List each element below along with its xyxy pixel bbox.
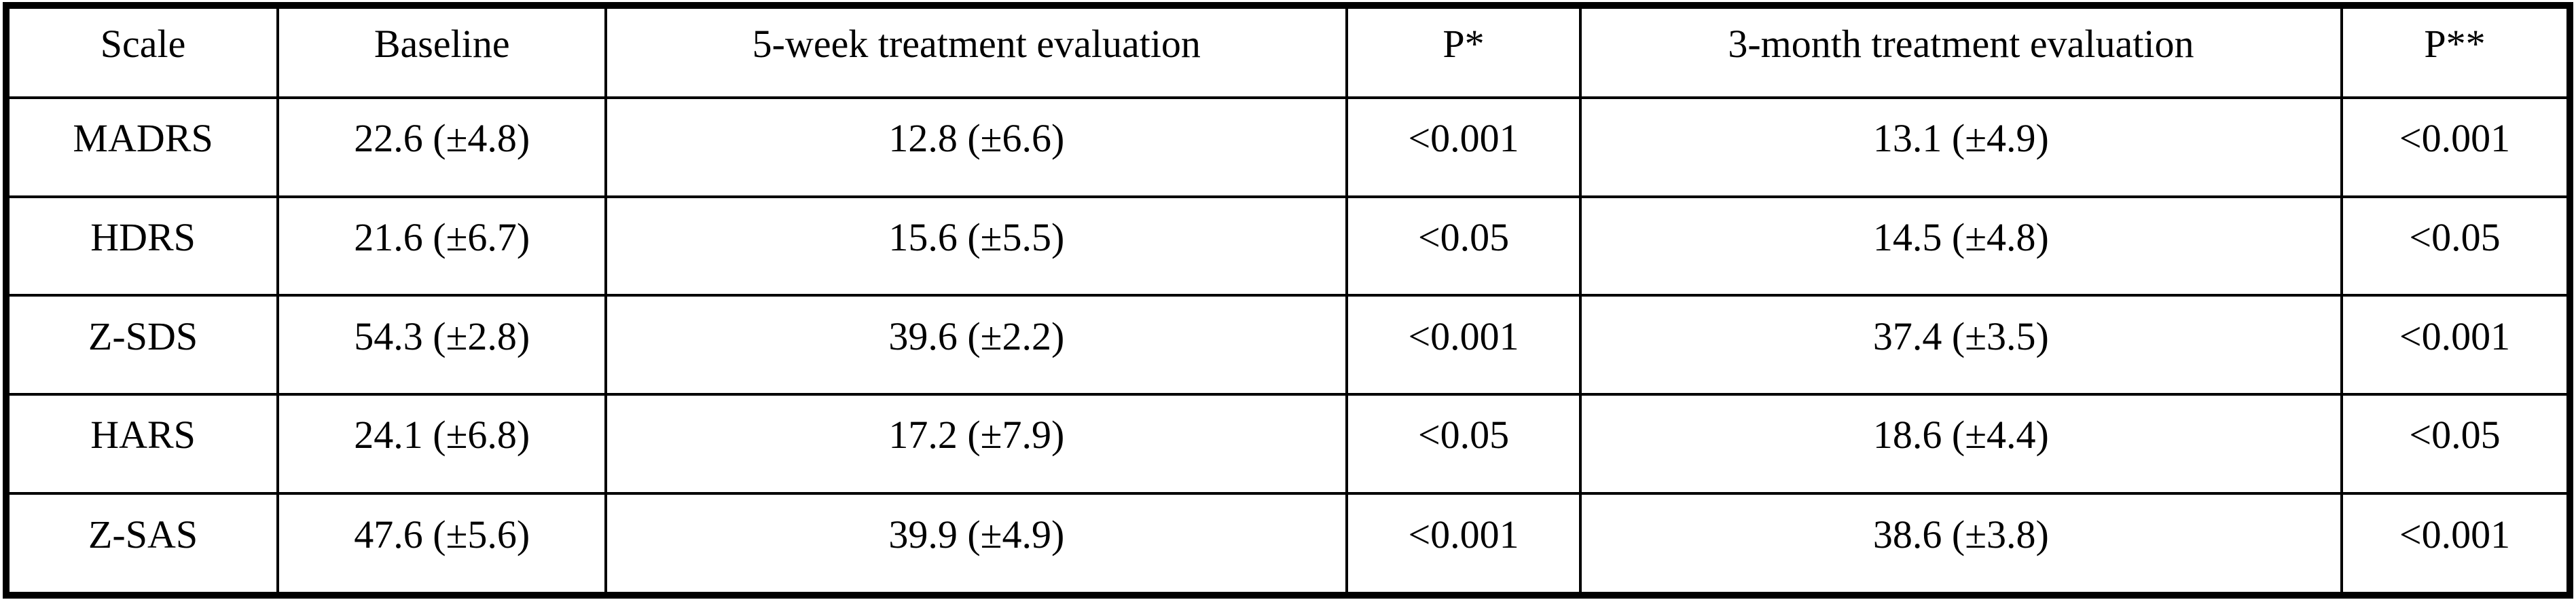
table-row-madrs: MADRS 22.6 (±4.8) 12.8 (±6.6) <0.001 13.… xyxy=(4,96,2572,198)
cell-scale: HARS xyxy=(4,393,280,495)
column-header-3-month: 3-month treatment evaluation xyxy=(1578,4,2343,99)
table-row-zsds: Z-SDS 54.3 (±2.8) 39.6 (±2.2) <0.001 37.… xyxy=(4,294,2572,396)
column-header-baseline: Baseline xyxy=(276,4,608,99)
column-header-p-star: P* xyxy=(1345,4,1582,99)
cell-3-month: 37.4 (±3.5) xyxy=(1578,294,2343,396)
cell-scale: HDRS xyxy=(4,195,280,297)
cell-3-month: 38.6 (±3.8) xyxy=(1578,491,2343,597)
cell-p-star: <0.001 xyxy=(1345,491,1582,597)
cell-p-double-star: <0.001 xyxy=(2340,294,2572,396)
cell-scale: Z-SDS xyxy=(4,294,280,396)
cell-baseline: 21.6 (±6.7) xyxy=(276,195,608,297)
cell-5-week: 17.2 (±7.9) xyxy=(604,393,1349,495)
cell-3-month: 13.1 (±4.9) xyxy=(1578,96,2343,198)
cell-5-week: 15.6 (±5.5) xyxy=(604,195,1349,297)
cell-5-week: 12.8 (±6.6) xyxy=(604,96,1349,198)
cell-scale: Z-SAS xyxy=(4,491,280,597)
cell-5-week: 39.9 (±4.9) xyxy=(604,491,1349,597)
cell-p-double-star: <0.001 xyxy=(2340,96,2572,198)
table-row-zsas: Z-SAS 47.6 (±5.6) 39.9 (±4.9) <0.001 38.… xyxy=(4,491,2572,597)
cell-p-star: <0.05 xyxy=(1345,393,1582,495)
cell-3-month: 18.6 (±4.4) xyxy=(1578,393,2343,495)
cell-p-star: <0.001 xyxy=(1345,96,1582,198)
cell-baseline: 47.6 (±5.6) xyxy=(276,491,608,597)
cell-p-star: <0.001 xyxy=(1345,294,1582,396)
header-row: Scale Baseline 5-week treatment evaluati… xyxy=(4,4,2572,99)
cell-5-week: 39.6 (±2.2) xyxy=(604,294,1349,396)
table-row-hdrs: HDRS 21.6 (±6.7) 15.6 (±5.5) <0.05 14.5 … xyxy=(4,195,2572,297)
cell-baseline: 54.3 (±2.8) xyxy=(276,294,608,396)
cell-p-double-star: <0.05 xyxy=(2340,393,2572,495)
table-row-hars: HARS 24.1 (±6.8) 17.2 (±7.9) <0.05 18.6 … xyxy=(4,393,2572,495)
cell-p-double-star: <0.001 xyxy=(2340,491,2572,597)
cell-baseline: 24.1 (±6.8) xyxy=(276,393,608,495)
column-header-scale: Scale xyxy=(4,4,280,99)
cell-baseline: 22.6 (±4.8) xyxy=(276,96,608,198)
cell-p-double-star: <0.05 xyxy=(2340,195,2572,297)
column-header-p-double-star: P** xyxy=(2340,4,2572,99)
cell-p-star: <0.05 xyxy=(1345,195,1582,297)
cell-scale: MADRS xyxy=(4,96,280,198)
cell-3-month: 14.5 (±4.8) xyxy=(1578,195,2343,297)
column-header-5-week: 5-week treatment evaluation xyxy=(604,4,1349,99)
treatment-evaluation-table: Scale Baseline 5-week treatment evaluati… xyxy=(3,2,2573,599)
